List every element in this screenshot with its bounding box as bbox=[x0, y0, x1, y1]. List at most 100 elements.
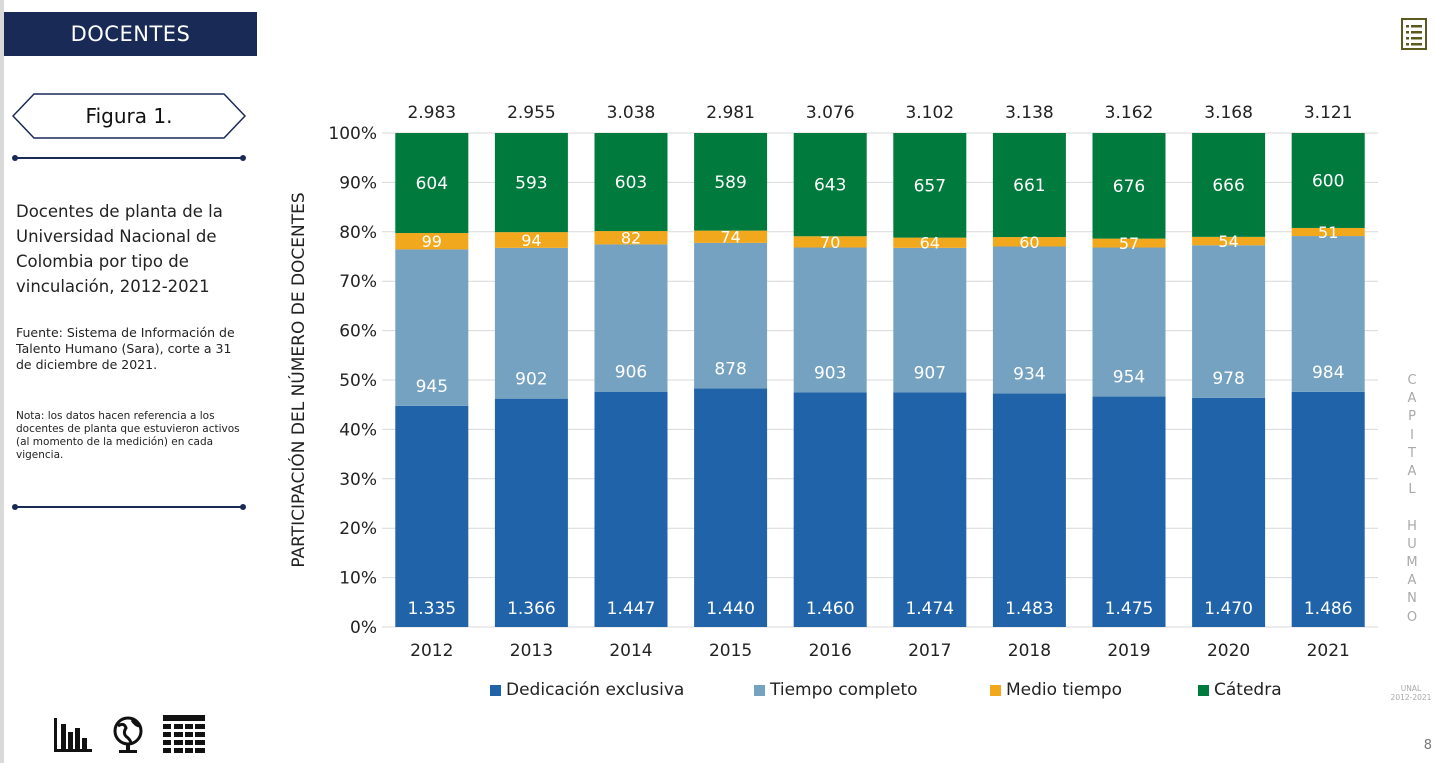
bar-segment bbox=[1291, 391, 1365, 627]
bar-segment bbox=[494, 247, 568, 399]
figure-label: Figura 1. bbox=[85, 104, 173, 128]
bar-segment bbox=[1192, 397, 1266, 627]
side-letter: P bbox=[1408, 409, 1416, 425]
data-label: 657 bbox=[914, 176, 946, 196]
bar-segment bbox=[594, 391, 668, 627]
data-label: 1.475 bbox=[1105, 599, 1154, 619]
data-label: 54 bbox=[1218, 232, 1238, 251]
legend-item: Medio tiempo bbox=[990, 680, 1122, 700]
x-tick-label: 2020 bbox=[1207, 641, 1250, 661]
side-label-unal: UNAL 2012-2021 bbox=[1386, 684, 1436, 702]
globe-icon[interactable] bbox=[110, 714, 146, 754]
legend-item: Tiempo completo bbox=[754, 680, 918, 700]
bar-segment bbox=[1291, 236, 1365, 392]
bar-segment bbox=[1192, 236, 1266, 246]
y-tick-label: 80% bbox=[339, 223, 377, 243]
data-label: 593 bbox=[515, 174, 547, 194]
side-letter: T bbox=[1408, 445, 1416, 461]
divider-top bbox=[12, 153, 246, 163]
data-label: 1.366 bbox=[507, 599, 556, 619]
y-tick-label: 60% bbox=[339, 322, 377, 342]
total-label: 2.955 bbox=[507, 103, 556, 123]
bar-segment bbox=[694, 133, 768, 231]
data-label: 600 bbox=[1312, 171, 1344, 191]
side-letter: A bbox=[1407, 391, 1417, 407]
figure-description: Docentes de planta de la Universidad Nac… bbox=[16, 202, 223, 296]
side-letter: A bbox=[1407, 573, 1417, 589]
data-label: 604 bbox=[416, 174, 448, 194]
bar-segment bbox=[1092, 247, 1166, 397]
data-label: 589 bbox=[714, 173, 746, 193]
bar-segment bbox=[793, 247, 867, 393]
side-letter: A bbox=[1407, 464, 1417, 480]
bar-segment bbox=[793, 236, 867, 248]
side-letter: O bbox=[1406, 609, 1418, 625]
bar-segment bbox=[395, 405, 469, 627]
bar-segment bbox=[694, 230, 768, 243]
x-tick-label: 2017 bbox=[908, 641, 951, 661]
y-tick-label: 20% bbox=[339, 519, 377, 539]
bar-segment bbox=[1291, 227, 1365, 237]
side-letter: U bbox=[1407, 536, 1417, 552]
side-letter: C bbox=[1407, 373, 1417, 388]
bar-segment bbox=[395, 249, 469, 406]
data-label: 945 bbox=[416, 377, 448, 397]
bar-segment bbox=[494, 232, 568, 248]
bar-segment bbox=[1192, 133, 1266, 237]
legend-item: Cátedra bbox=[1198, 680, 1282, 700]
data-label: 954 bbox=[1113, 368, 1145, 388]
data-label: 984 bbox=[1312, 363, 1344, 383]
bar-segment bbox=[594, 231, 668, 245]
x-tick-label: 2012 bbox=[410, 641, 453, 661]
side-letter: M bbox=[1406, 555, 1418, 571]
side-letter bbox=[1404, 499, 1420, 517]
data-label: 1.440 bbox=[706, 599, 755, 619]
data-label: 1.470 bbox=[1204, 599, 1253, 619]
data-label: 903 bbox=[814, 364, 846, 384]
data-label: 60 bbox=[1019, 233, 1039, 252]
x-tick-label: 2018 bbox=[1008, 641, 1051, 661]
figure-note: Nota: los datos hacen referencia a los d… bbox=[16, 410, 240, 461]
x-tick-label: 2019 bbox=[1107, 641, 1150, 661]
data-label: 978 bbox=[1212, 369, 1244, 389]
total-label: 3.138 bbox=[1005, 103, 1054, 123]
bar-segment bbox=[793, 392, 867, 627]
bar-segment bbox=[793, 133, 867, 237]
bar-segment bbox=[694, 242, 768, 389]
table-icon[interactable] bbox=[162, 714, 206, 754]
bar-segment bbox=[992, 246, 1066, 394]
bar-segment bbox=[494, 398, 568, 627]
data-label: 94 bbox=[521, 231, 541, 250]
data-label: 906 bbox=[615, 363, 647, 383]
x-tick-label: 2021 bbox=[1307, 641, 1350, 661]
total-label: 3.076 bbox=[806, 103, 855, 123]
bottom-icons bbox=[52, 712, 212, 756]
total-label: 2.981 bbox=[706, 103, 755, 123]
bar-segment bbox=[1092, 133, 1166, 239]
data-label: 1.447 bbox=[607, 599, 656, 619]
data-label: 643 bbox=[814, 176, 846, 196]
document-list-icon[interactable] bbox=[1401, 18, 1427, 50]
bar-segment bbox=[893, 237, 967, 248]
y-tick-label: 10% bbox=[339, 569, 377, 589]
bar-chart-icon[interactable] bbox=[52, 714, 94, 754]
data-label: 1.335 bbox=[407, 599, 456, 619]
figure-source: Fuente: Sistema de Información de Talent… bbox=[16, 325, 235, 372]
y-tick-label: 70% bbox=[339, 272, 377, 292]
legend-swatch bbox=[490, 684, 501, 696]
bar-segment bbox=[893, 247, 967, 393]
data-label: 907 bbox=[914, 363, 946, 383]
bar-segment bbox=[694, 388, 768, 627]
legend-swatch bbox=[1198, 684, 1209, 696]
y-tick-label: 90% bbox=[339, 173, 377, 193]
unal-years: 2012-2021 bbox=[1390, 693, 1432, 702]
data-label: 51 bbox=[1318, 223, 1338, 242]
x-tick-label: 2016 bbox=[809, 641, 852, 661]
x-tick-label: 2014 bbox=[609, 641, 652, 661]
data-label: 878 bbox=[714, 359, 746, 379]
legend-label: Dedicación exclusiva bbox=[506, 680, 685, 700]
bar-segment bbox=[395, 233, 469, 250]
figure-badge: Figura 1. bbox=[12, 93, 246, 139]
data-label: 603 bbox=[615, 173, 647, 193]
x-tick-label: 2013 bbox=[510, 641, 553, 661]
